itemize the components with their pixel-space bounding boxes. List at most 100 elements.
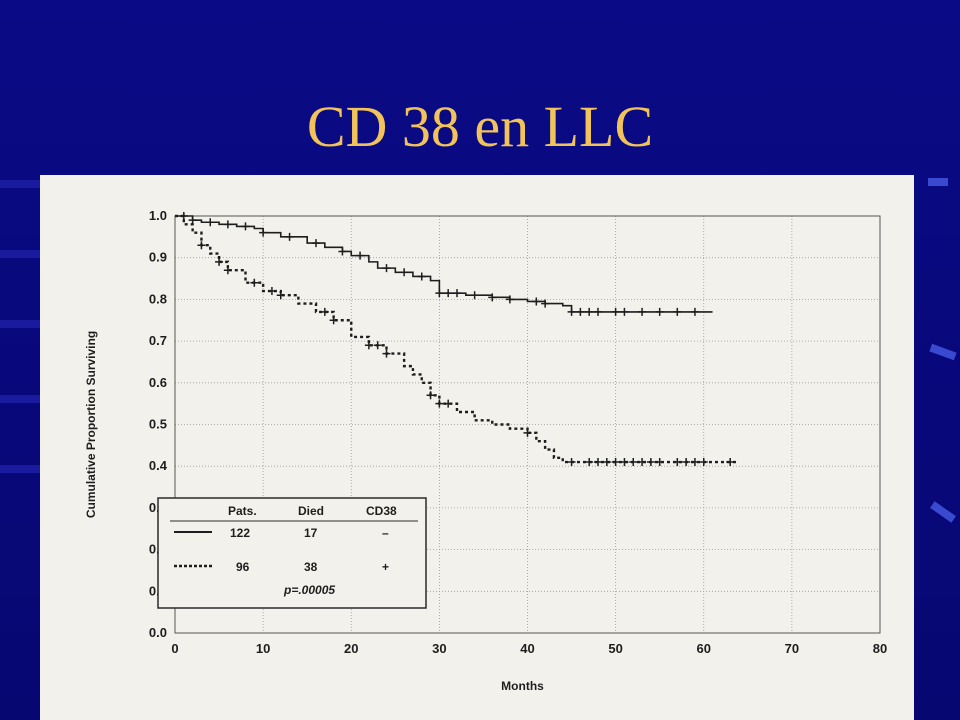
x-tick-label: 40: [520, 641, 534, 656]
censor-mark-dashed: [320, 307, 329, 316]
legend-row2-cd38: +: [382, 560, 389, 574]
y-tick-label: 0.0: [149, 625, 167, 640]
legend-header-pats: Pats.: [228, 504, 257, 518]
legend-row2-pats: 96: [236, 560, 250, 574]
y-axis-label: Cumulative Proportion Surviving: [84, 331, 98, 518]
legend-box: Pats. Died CD38 122 17 – 96 38 + p=.0000…: [157, 497, 427, 609]
censor-mark-solid: [673, 307, 682, 316]
censor-mark-solid: [223, 220, 232, 229]
censor-mark-solid: [638, 307, 647, 316]
legend-row2-died: 38: [304, 560, 318, 574]
series-line-dashed: [175, 214, 739, 464]
censor-mark-solid: [285, 232, 294, 241]
censor-mark-dashed: [329, 316, 338, 325]
decorative-stripe: [0, 465, 40, 473]
censor-mark-dashed: [629, 458, 638, 467]
legend-frame: [157, 497, 427, 609]
censor-mark-solid: [576, 307, 585, 316]
censor-mark-dashed: [435, 399, 444, 408]
x-tick-label: 50: [608, 641, 622, 656]
censor-mark-dashed: [602, 458, 611, 467]
censor-mark-solid: [585, 307, 594, 316]
censor-mark-solid: [505, 295, 514, 304]
y-tick-label: 0.6: [149, 375, 167, 390]
censor-mark-solid: [567, 307, 576, 316]
censor-mark-solid: [435, 289, 444, 298]
x-tick-label: 0: [171, 641, 178, 656]
decorative-stripe: [928, 178, 948, 186]
censor-mark-dashed: [673, 458, 682, 467]
censor-mark-solid: [611, 307, 620, 316]
chart-scan: 0.00.10.20.30.40.50.60.70.80.91.0 010203…: [40, 175, 914, 720]
censor-mark-dashed: [682, 458, 691, 467]
censor-mark-solid: [188, 216, 197, 225]
censor-mark-dashed: [250, 278, 259, 287]
censor-mark-solid: [356, 251, 365, 260]
censor-mark-dashed: [373, 341, 382, 350]
y-tick-label: 0.5: [149, 417, 167, 432]
y-tick-label: 1.0: [149, 208, 167, 223]
y-tick-label: 0.8: [149, 291, 167, 306]
censor-mark-solid: [417, 272, 426, 281]
legend-row1-pats: 122: [230, 526, 250, 540]
decorative-stripe: [0, 180, 40, 188]
censor-mark-solid: [444, 289, 453, 298]
x-tick-labels: 0 10 20 30 40 50 60 70 80: [171, 641, 887, 656]
censor-mark-dashed: [690, 458, 699, 467]
chart-axes: [174, 215, 881, 634]
censor-mark-dashed: [197, 241, 206, 250]
legend-header-died: Died: [298, 504, 324, 518]
censor-mark-solid: [259, 228, 268, 237]
x-tick-label: 60: [697, 641, 711, 656]
censor-mark-solid: [241, 222, 250, 231]
censor-mark-dashed: [655, 458, 664, 467]
x-tick-label: 70: [785, 641, 799, 656]
censor-mark-dashed: [215, 257, 224, 266]
legend-header-cd38: CD38: [366, 504, 397, 518]
censor-mark-solid: [382, 264, 391, 273]
censor-mark-dashed: [585, 458, 594, 467]
survival-chart: 0.00.10.20.30.40.50.60.70.80.91.0 010203…: [84, 208, 887, 693]
legend-pvalue: p=.00005: [283, 583, 335, 597]
decorative-stripe: [0, 395, 40, 403]
censor-mark-dashed: [726, 458, 735, 467]
x-tick-label: 20: [344, 641, 358, 656]
censor-mark-dashed: [699, 458, 708, 467]
decorative-stripe: [0, 320, 40, 328]
censor-mark-solid: [470, 291, 479, 300]
censor-mark-solid: [488, 293, 497, 302]
decorative-stripe: [0, 250, 40, 258]
y-tick-label: 0.4: [149, 458, 168, 473]
x-tick-label: 10: [256, 641, 270, 656]
plot-frame: [174, 215, 881, 634]
legend-row1-died: 17: [304, 526, 318, 540]
censor-mark-solid: [690, 307, 699, 316]
series-line-solid: [175, 215, 713, 313]
series-layer: [175, 212, 739, 467]
censor-mark-dashed: [364, 341, 373, 350]
censor-mark-dashed: [426, 391, 435, 400]
censor-mark-dashed: [611, 458, 620, 467]
censor-mark-dashed: [567, 458, 576, 467]
x-tick-label: 80: [873, 641, 887, 656]
censor-mark-solid: [532, 297, 541, 306]
censor-mark-dashed: [594, 458, 602, 467]
y-tick-label: 0.7: [149, 333, 167, 348]
y-tick-label: 0.9: [149, 250, 167, 265]
slide-title: CD 38 en LLC: [306, 94, 654, 159]
censor-mark-dashed: [646, 458, 655, 467]
censor-mark-solid: [655, 307, 664, 316]
censor-mark-solid: [594, 307, 602, 316]
censor-mark-solid: [400, 268, 409, 277]
censor-mark-solid: [453, 289, 461, 298]
censor-mark-solid: [541, 299, 550, 308]
censor-mark-dashed: [638, 458, 647, 467]
x-tick-label: 30: [432, 641, 446, 656]
censor-mark-dashed: [382, 349, 391, 358]
legend-row1-cd38: –: [382, 526, 389, 540]
censor-mark-dashed: [223, 266, 232, 275]
censor-mark-dashed: [620, 458, 629, 467]
censor-mark-solid: [312, 239, 320, 248]
censor-mark-dashed: [444, 399, 453, 408]
censor-mark-solid: [620, 307, 629, 316]
